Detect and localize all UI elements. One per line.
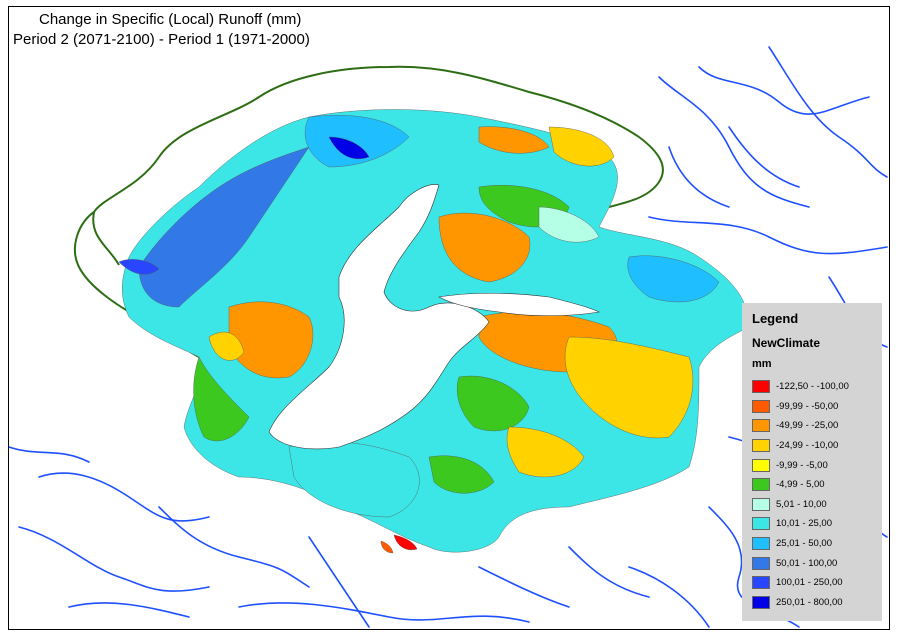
legend-label: 5,01 - 10,00 bbox=[776, 498, 827, 510]
legend-item: -49,99 - -25,00 bbox=[752, 416, 849, 436]
legend-label: 25,01 - 50,00 bbox=[776, 538, 832, 550]
legend-label: 250,01 - 800,00 bbox=[776, 596, 843, 608]
legend-items: -122,50 - -100,00 -99,99 - -50,00 -49,99 -… bbox=[752, 377, 849, 612]
legend-item: 25,01 - 50,00 bbox=[752, 534, 849, 554]
legend-unit: mm bbox=[752, 358, 772, 370]
legend-item: 50,01 - 100,00 bbox=[752, 553, 849, 573]
legend-label: 50,01 - 100,00 bbox=[776, 557, 838, 569]
legend-swatch bbox=[752, 478, 770, 492]
legend-label: -49,99 - -25,00 bbox=[776, 420, 839, 432]
legend-swatch bbox=[752, 458, 770, 472]
legend-item: -122,50 - -100,00 bbox=[752, 377, 849, 397]
legend-swatch bbox=[752, 497, 770, 511]
river-network bbox=[9, 46, 888, 628]
legend-swatch bbox=[752, 380, 770, 394]
map-frame: Change in Specific (Local) Runoff (mm) P… bbox=[8, 6, 890, 630]
legend-swatch bbox=[752, 595, 770, 609]
legend-label: -24,99 - -10,00 bbox=[776, 440, 839, 452]
legend-panel: Legend NewClimate mm -122,50 - -100,00 -9… bbox=[742, 303, 882, 621]
legend-item: 5,01 - 10,00 bbox=[752, 495, 849, 515]
legend-label: -122,50 - -100,00 bbox=[776, 381, 849, 393]
legend-item: -9,99 - -5,00 bbox=[752, 455, 849, 475]
legend-title: Legend bbox=[752, 311, 799, 326]
legend-layer-name: NewClimate bbox=[752, 336, 821, 350]
legend-swatch bbox=[752, 576, 770, 590]
catchment-region bbox=[118, 109, 750, 554]
legend-item: 100,01 - 250,00 bbox=[752, 573, 849, 593]
legend-label: -99,99 - -50,00 bbox=[776, 400, 839, 412]
legend-label: -4,99 - 5,00 bbox=[776, 479, 825, 491]
legend-label: 100,01 - 250,00 bbox=[776, 577, 843, 589]
legend-item: -4,99 - 5,00 bbox=[752, 475, 849, 495]
runoff-map bbox=[9, 46, 888, 628]
legend-swatch bbox=[752, 439, 770, 453]
legend-item: -99,99 - -50,00 bbox=[752, 397, 849, 417]
legend-item: 250,01 - 800,00 bbox=[752, 593, 849, 613]
legend-item: -24,99 - -10,00 bbox=[752, 436, 849, 456]
legend-swatch bbox=[752, 399, 770, 413]
baltic-sea bbox=[268, 184, 600, 450]
legend-swatch bbox=[752, 517, 770, 531]
legend-swatch bbox=[752, 556, 770, 570]
map-title-line2: Period 2 (2071-2100) - Period 1 (1971-20… bbox=[13, 31, 310, 48]
legend-swatch bbox=[752, 537, 770, 551]
legend-label: -9,99 - -5,00 bbox=[776, 459, 828, 471]
map-title-line1: Change in Specific (Local) Runoff (mm) bbox=[39, 11, 302, 28]
legend-swatch bbox=[752, 419, 770, 433]
legend-label: 10,01 - 25,00 bbox=[776, 518, 832, 530]
legend-item: 10,01 - 25,00 bbox=[752, 514, 849, 534]
